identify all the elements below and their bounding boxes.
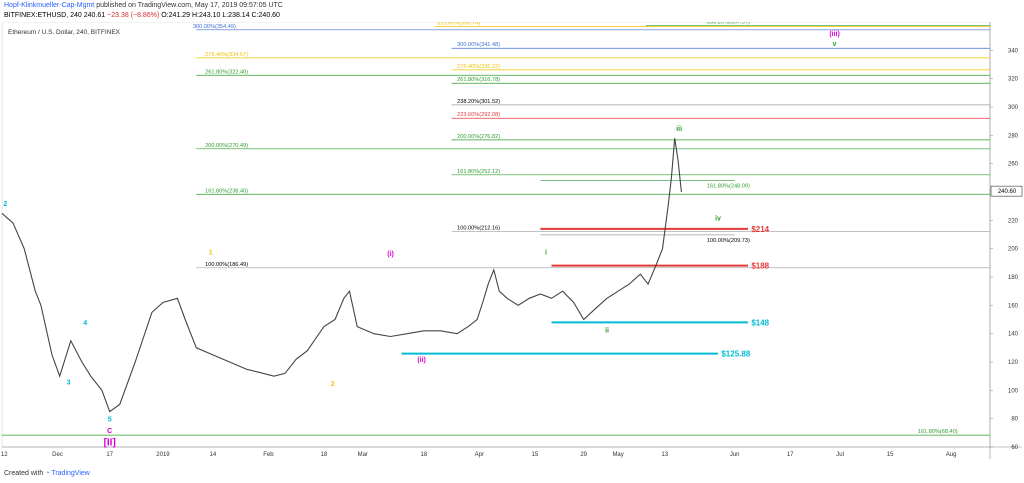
wave-label: [II] (104, 438, 116, 449)
author-link[interactable]: Hopf-Klinkmueller-Cap-Mgmt (4, 2, 95, 9)
fib-label: 276.40%(326.22) (457, 64, 500, 70)
wave-label: (iii) (829, 31, 840, 38)
y-tick-label: 140 (1008, 332, 1019, 338)
y-tick-label: 60 (1011, 445, 1018, 451)
wave-label: 1 (209, 249, 213, 256)
price-chart[interactable]: Ethereum / U.S. Dollar, 240, BITFINEX 60 8… (0, 22, 1024, 467)
wave-label: i (545, 249, 547, 256)
y-tick-label: 260 (1008, 162, 1019, 168)
fib-label: 238.20%(301.52) (457, 99, 500, 105)
current-price-box (990, 185, 1023, 197)
wave-label: 5 (108, 417, 112, 424)
fib-label: 100.00%(209.73) (707, 238, 750, 244)
x-tick-label: Dec (52, 452, 63, 458)
fib-label: 161.80%(252.12) (457, 169, 500, 175)
level-label: $188 (751, 262, 769, 271)
fib-label: 161.80%(68.40) (918, 429, 958, 435)
x-tick-label: Jun (730, 452, 740, 458)
fib-label: 300.00%(354.49) (193, 24, 236, 30)
last-price: 240.61 (83, 12, 106, 19)
x-tick-label: Jul (836, 452, 844, 458)
wave-label: 2 (3, 201, 7, 208)
tradingview-link[interactable]: TradingView (51, 470, 90, 477)
ohlc-values: O:241.29 H:243.10 L:238.14 C:240.60 (161, 12, 280, 19)
level-label: $148 (751, 318, 769, 327)
wave-label: C (107, 428, 112, 435)
price-change: −23.38 (−8.86%) (107, 12, 160, 19)
publish-date: published on TradingView.com, May 17, 20… (96, 2, 283, 9)
x-tick-label: 18 (420, 452, 427, 458)
x-tick-label: 29 (580, 452, 587, 458)
tradingview-logo-icon: ◔ (45, 470, 50, 477)
y-tick-label: 120 (1008, 360, 1019, 366)
price-line (1, 138, 682, 413)
symbol-info: BITFINEX:ETHUSD, 240 240.61 −23.38 (−8.8… (4, 12, 280, 19)
y-tick-label: 300 (1008, 105, 1019, 111)
fib-label: 323.60%(356.74) (437, 22, 480, 27)
wave-label: (ii) (417, 357, 426, 364)
x-tick-label: 15 (532, 452, 539, 458)
fib-label: 100.00%(212.16) (457, 225, 500, 231)
x-tick-label: 17 (787, 452, 794, 458)
wave-label: 3 (67, 380, 71, 387)
fib-label: 338.20%(357.57) (707, 22, 750, 25)
x-tick-label: 18 (321, 452, 328, 458)
plot-area (1, 22, 991, 448)
y-tick-label: 180 (1008, 275, 1019, 281)
fib-label: 261.80%(316.78) (457, 77, 500, 83)
created-with-label: Created with (4, 470, 44, 477)
y-tick-label: 220 (1008, 218, 1019, 224)
y-tick-label: 340 (1008, 48, 1019, 54)
x-tick-label: Apr (475, 452, 484, 458)
wave-label: 2 (331, 381, 335, 388)
fib-label: 200.00%(276.82) (457, 134, 500, 140)
y-tick-label: 280 (1008, 133, 1019, 139)
fib-label: 161.80%(238.40) (205, 188, 248, 194)
x-tick-label: 15 (887, 452, 894, 458)
fib-label: 223.60%(292.08) (457, 112, 500, 118)
wave-label: iii (676, 126, 682, 133)
x-tick-label: Feb (263, 452, 274, 458)
fib-label: 100.00%(186.49) (205, 262, 248, 268)
y-tick-label: 80 (1011, 417, 1018, 423)
fib-label: 200.00%(270.49) (205, 143, 248, 149)
y-tick-label: 160 (1008, 303, 1019, 309)
y-tick-label: 200 (1008, 247, 1019, 253)
x-tick-label: 13 (661, 452, 668, 458)
x-tick-label: Mar (358, 452, 368, 458)
wave-label: 4 (83, 320, 87, 327)
fib-label: 261.80%(322.40) (205, 69, 248, 75)
x-tick-label: 14 (210, 452, 217, 458)
x-tick-label: 17 (106, 452, 113, 458)
fib-label: 161.80%(248.09) (707, 184, 750, 190)
x-tick-label: 12 (1, 452, 8, 458)
level-label: $214 (751, 225, 769, 234)
wave-label: iv (715, 215, 721, 222)
wave-label: v (833, 41, 837, 48)
x-tick-label: 2019 (156, 452, 170, 458)
current-price-label: 240.60 (998, 189, 1017, 195)
wave-label: (i) (387, 251, 394, 258)
fib-label: 276.40%(334.67) (205, 52, 248, 58)
x-tick-label: May (612, 452, 623, 458)
y-tick-label: 100 (1008, 388, 1019, 394)
publish-info: Hopf-Klinkmueller-Cap-Mgmt published on … (4, 2, 283, 9)
x-tick-label: Aug (946, 452, 957, 458)
wave-label: ii (605, 327, 609, 334)
level-label: $125.88 (721, 350, 750, 359)
chart-title: Ethereum / U.S. Dollar, 240, BITFINEX (8, 29, 121, 36)
y-tick-label: 320 (1008, 77, 1019, 83)
symbol-name: BITFINEX:ETHUSD, 240 (4, 12, 82, 19)
fib-label: 300.00%(341.48) (457, 42, 500, 48)
footer: Created with ◔ TradingView (4, 470, 90, 477)
